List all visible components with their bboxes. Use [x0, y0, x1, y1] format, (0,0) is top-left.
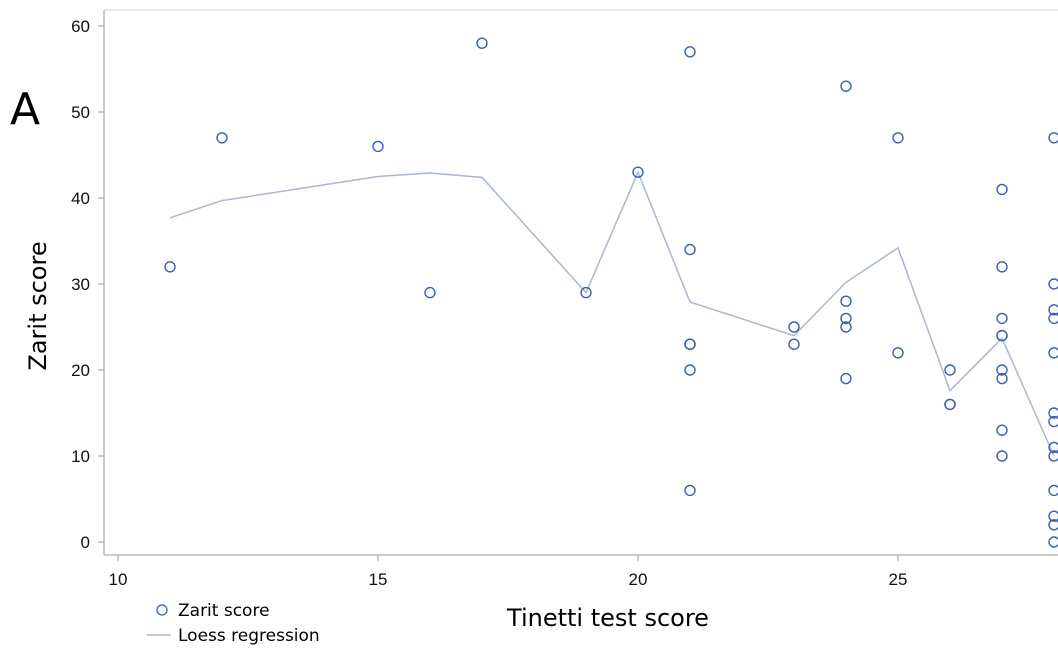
x-tick-label: 25 [889, 570, 908, 589]
scatter-point [996, 450, 1008, 462]
scatter-point [1048, 312, 1058, 325]
y-tick-label: 20 [71, 361, 90, 380]
scatter-point [1048, 510, 1058, 522]
y-tick-label: 50 [71, 103, 90, 122]
scatter-point [996, 183, 1008, 196]
legend-points-label: Zarit score [178, 601, 270, 621]
scatter-point [996, 424, 1008, 436]
scatter-point [996, 329, 1008, 342]
scatter-point [1048, 415, 1058, 428]
scatter-point [840, 372, 852, 385]
scatter-point [892, 347, 904, 359]
scatter-point [1048, 132, 1058, 144]
legend-point-icon [156, 604, 168, 616]
scatter-point [1048, 278, 1058, 290]
scatter-point [1048, 304, 1058, 316]
x-tick-label: 15 [369, 570, 388, 589]
scatter-point [1048, 536, 1058, 548]
scatter-point [216, 132, 228, 144]
loess-line-group [169, 170, 1055, 457]
scatter-point [1048, 441, 1058, 454]
data-points [164, 37, 1058, 548]
scatter-point [424, 286, 436, 299]
panel-letter: A [10, 84, 40, 135]
scatter-point [684, 243, 696, 256]
scatter-point [684, 338, 696, 350]
scatter-point [1048, 519, 1058, 531]
scatter-point [164, 261, 176, 273]
x-tick-label: 10 [109, 570, 128, 589]
scatter-point [996, 372, 1008, 385]
scatter-point [996, 261, 1008, 273]
scatter-point [996, 364, 1008, 376]
axis-ticks: 10 15 20 25 0 10 20 30 40 50 60 [71, 17, 907, 589]
scatter-point [788, 338, 800, 350]
scatter-point [684, 484, 696, 497]
scatter-point [632, 166, 644, 178]
scatter-point [892, 132, 904, 144]
scatter-point [372, 140, 384, 153]
scatter-point [840, 312, 852, 325]
scatter-point [840, 321, 852, 333]
legend-line-label: Loess regression [178, 626, 320, 646]
y-tick-label: 40 [71, 189, 90, 208]
scatter-point [944, 398, 956, 411]
scatter-point [1048, 407, 1058, 419]
scatter-point [476, 37, 488, 49]
plot-frame [103, 9, 1058, 556]
scatter-point [944, 364, 956, 376]
scatter-point [684, 364, 696, 376]
x-axis-title: Tinetti test score [506, 604, 709, 632]
scatter-point [1048, 347, 1058, 359]
scatter-point [840, 80, 852, 92]
y-axis-title: Zarit score [24, 241, 52, 370]
x-tick-label: 20 [629, 570, 648, 589]
scatter-point [1048, 484, 1058, 497]
scatter-point [788, 321, 800, 333]
scatter-point [996, 312, 1008, 325]
scatter-point [1048, 450, 1058, 462]
loess-regression-line [169, 170, 1055, 457]
scatter-point [580, 286, 592, 299]
legend: Zarit score Loess regression [147, 601, 320, 646]
scatter-point [840, 295, 852, 307]
y-tick-label: 30 [71, 275, 90, 294]
y-tick-label: 60 [71, 17, 90, 36]
y-tick-label: 0 [81, 533, 90, 552]
scatter-point [684, 46, 696, 58]
y-tick-label: 10 [71, 447, 90, 466]
